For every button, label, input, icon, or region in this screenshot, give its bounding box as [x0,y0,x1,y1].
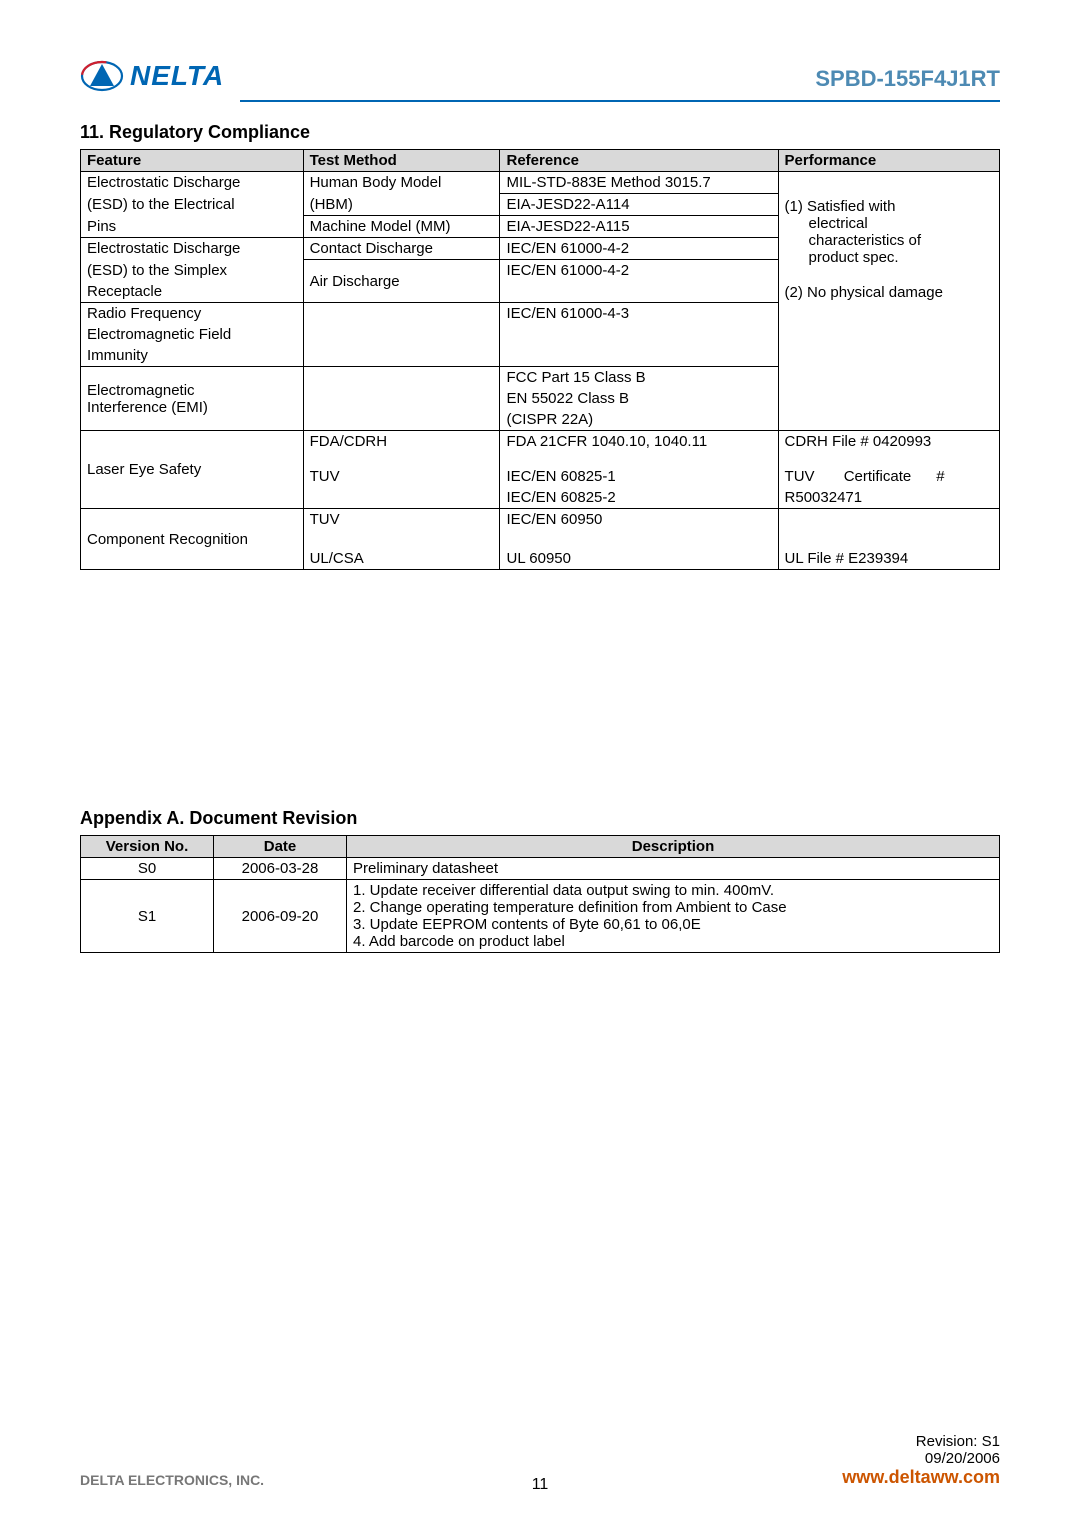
cell [778,509,999,549]
logo: NELTA [80,60,224,92]
cell: IEC/EN 60825-2 [500,487,778,509]
cell: (CISPR 22A) [500,409,778,431]
cell: IEC/EN 60825-1 [500,452,778,487]
cell: Immunity [81,345,304,367]
cell: MIL-STD-883E Method 3015.7 [500,172,778,194]
cell: S1 [81,880,214,953]
logo-text: NELTA [130,60,224,92]
col-reference: Reference [500,150,778,172]
perf-line [785,266,993,284]
cell: Receptacle [81,281,304,303]
cell: IEC/EN 61000-4-2 [500,238,778,260]
col-version: Version No. [81,836,214,858]
cell: Electromagnetic Interference (EMI) [81,367,304,431]
cell: IEC/EN 60950 [500,509,778,549]
cell [303,487,500,509]
perf-line: electrical [809,215,993,232]
perf-line: characteristics of [809,232,993,249]
cell: UL/CSA [303,548,500,570]
perf-line: (2) No physical damage [785,284,993,301]
cell: EIA-JESD22-A114 [500,194,778,216]
table-row: Laser Eye Safety FDA/CDRH FDA 21CFR 1040… [81,431,1000,453]
table-row: Electrostatic Discharge Human Body Model… [81,172,1000,194]
cell: Contact Discharge [303,238,500,260]
cell: Laser Eye Safety [81,431,304,509]
header-underline [240,100,1000,102]
cell: TUV [303,452,500,487]
cell-line: Electromagnetic [87,382,195,399]
regulatory-table: Feature Test Method Reference Performanc… [80,149,1000,570]
footer-right: Revision: S1 09/20/2006 www.deltaww.com [842,1433,1000,1488]
cell: Preliminary datasheet [347,858,1000,880]
cell: FDA 21CFR 1040.10, 1040.11 [500,431,778,453]
revision-date: 09/20/2006 [842,1450,1000,1467]
website-url: www.deltaww.com [842,1467,1000,1488]
performance-cell: (1) Satisfied with electrical characteri… [778,172,999,431]
perf-line: product spec. [809,249,993,266]
cell: EIA-JESD22-A115 [500,216,778,238]
company-name: DELTA ELECTRONICS, INC. [80,1472,264,1488]
cell: EN 55022 Class B [500,388,778,409]
cell: (ESD) to the Electrical [81,194,304,216]
page-number: 11 [532,1476,549,1494]
cell-line: Interference (EMI) [87,399,208,416]
page-header: NELTA SPBD-155F4J1RT [80,60,1000,92]
cell: IEC/EN 61000-4-3 [500,303,778,325]
cell [303,303,500,367]
cell: 2006-03-28 [214,858,347,880]
cell [500,345,778,367]
cell: Electrostatic Discharge [81,238,304,260]
table-header-row: Feature Test Method Reference Performanc… [81,150,1000,172]
table-row: S0 2006-03-28 Preliminary datasheet [81,858,1000,880]
revision-label: Revision: S1 [842,1433,1000,1450]
table-row: S1 2006-09-20 1. Update receiver differe… [81,880,1000,953]
cell: 2006-09-20 [214,880,347,953]
cell: Radio Frequency [81,303,304,325]
table-row: Component Recognition TUV IEC/EN 60950 [81,509,1000,549]
logo-mark-icon [80,60,124,92]
col-feature: Feature [81,150,304,172]
section-11-title: 11. Regulatory Compliance [80,122,1000,143]
cell: TUV [303,509,500,549]
col-performance: Performance [778,150,999,172]
cell: Pins [81,216,304,238]
cell: CDRH File # 0420993 [778,431,999,453]
part-number: SPBD-155F4J1RT [815,66,1000,92]
col-description: Description [347,836,1000,858]
cell: FDA/CDRH [303,431,500,453]
cell: Electromagnetic Field [81,324,304,345]
cell: FCC Part 15 Class B [500,367,778,389]
revision-table: Version No. Date Description S0 2006-03-… [80,835,1000,953]
col-date: Date [214,836,347,858]
cell: Component Recognition [81,509,304,570]
cell: Human Body Model [303,172,500,194]
cell: (ESD) to the Simplex [81,260,304,282]
cell: TUV Certificate # [778,452,999,487]
cell: Air Discharge [303,260,500,303]
cell [303,367,500,431]
cell: UL 60950 [500,548,778,570]
col-test-method: Test Method [303,150,500,172]
cell: R50032471 [778,487,999,509]
perf-line: (1) Satisfied with [785,198,993,215]
appendix-title: Appendix A. Document Revision [80,808,1000,829]
cell: S0 [81,858,214,880]
cell: 1. Update receiver differential data out… [347,880,1000,953]
cell [500,324,778,345]
cell [500,281,778,303]
cell: Machine Model (MM) [303,216,500,238]
cell: Electrostatic Discharge [81,172,304,194]
cell: IEC/EN 61000-4-2 [500,260,778,282]
cell: UL File # E239394 [778,548,999,570]
cell: (HBM) [303,194,500,216]
table-header-row: Version No. Date Description [81,836,1000,858]
